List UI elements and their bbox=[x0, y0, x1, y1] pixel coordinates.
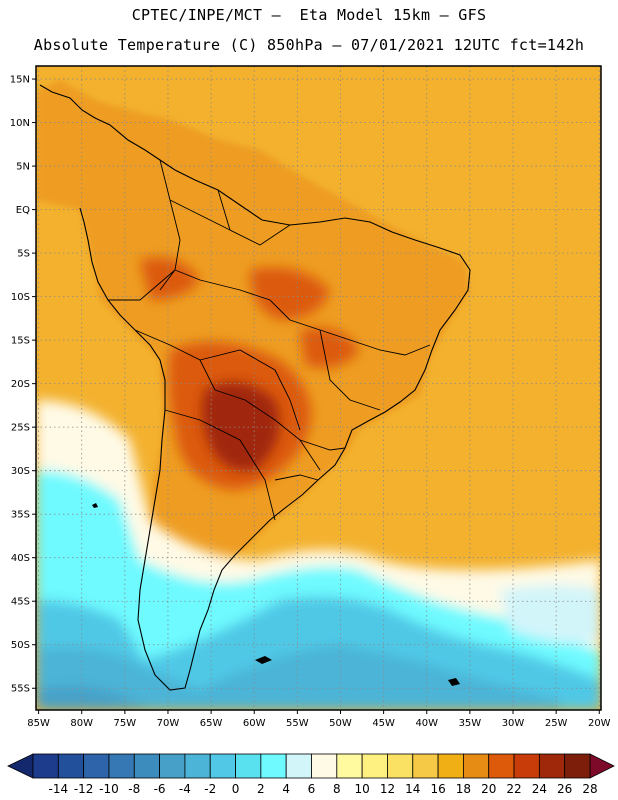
colorbar-swatch bbox=[513, 753, 540, 779]
lat-tick-label: 55S bbox=[11, 684, 30, 695]
colorbar-swatch bbox=[564, 753, 591, 779]
map-frame bbox=[35, 65, 602, 711]
lon-tick-label: 75W bbox=[114, 718, 137, 729]
colorbar-swatch bbox=[260, 753, 287, 779]
lat-tick-label: 20S bbox=[11, 379, 30, 390]
colorbar-left-arrow bbox=[7, 753, 34, 779]
colorbar-label: 20 bbox=[481, 782, 496, 796]
lat-tick-label: 40S bbox=[11, 553, 30, 564]
colorbar-label: 28 bbox=[582, 782, 597, 796]
lon-tick-label: 65W bbox=[200, 718, 223, 729]
coastline bbox=[39, 84, 471, 691]
temperature-field bbox=[36, 66, 601, 710]
colorbar-label: 16 bbox=[430, 782, 445, 796]
colorbar-swatch bbox=[57, 753, 85, 779]
colorbar-label: 12 bbox=[380, 782, 395, 796]
lon-tick-label: 70W bbox=[157, 718, 180, 729]
colorbar-swatch bbox=[159, 753, 186, 779]
lon-tick-label: 50W bbox=[329, 718, 352, 729]
colorbar-label: -10 bbox=[99, 782, 119, 796]
latitude-axis: 15N 10N 5N EQ 5S 10S 15S 20S 25S 30S 35S 40S 45S 50S 5… bbox=[10, 75, 36, 695]
lon-tick-label: 85W bbox=[27, 718, 50, 729]
lat-tick-label: 50S bbox=[11, 640, 30, 651]
colorbar-swatch bbox=[387, 753, 414, 779]
colorbar-swatch bbox=[32, 753, 59, 779]
colorbar-swatch bbox=[83, 753, 110, 779]
lon-tick-label: 30W bbox=[502, 718, 525, 729]
colorbar-label: -4 bbox=[179, 782, 191, 796]
islands bbox=[92, 503, 460, 686]
colorbar-label: -2 bbox=[204, 782, 216, 796]
colorbar-legend: -14 -12 -10 -8 -6 -4 -2 0 2 4 6 8 10 12 14 16 18 20 22 24 26… bbox=[7, 753, 615, 796]
lat-tick-label: 45S bbox=[11, 597, 30, 608]
lon-tick-label: 40W bbox=[415, 718, 438, 729]
lon-tick-label: 45W bbox=[372, 718, 395, 729]
chart-title-line-1: CPTEC/INPE/MCT – Eta Model 15km – GFS bbox=[131, 6, 487, 24]
lat-tick-label: EQ bbox=[16, 205, 30, 216]
colorbar-label: 26 bbox=[557, 782, 572, 796]
graticule bbox=[36, 66, 601, 710]
colorbar-swatch bbox=[538, 753, 566, 779]
colorbar-swatch bbox=[285, 753, 312, 779]
colorbar-swatch bbox=[463, 753, 490, 779]
colorbar-label: -14 bbox=[49, 782, 69, 796]
country-borders bbox=[108, 159, 431, 521]
colorbar-label: 0 bbox=[232, 782, 240, 796]
colorbar-label: 22 bbox=[506, 782, 521, 796]
longitude-axis: 85W 80W 75W 70W 65W 60W 55W 50W 45W 40W 35W 30W 25W 2… bbox=[27, 710, 611, 729]
lon-tick-label: 60W bbox=[243, 718, 266, 729]
colorbar-swatch bbox=[336, 753, 363, 779]
lat-tick-label: 25S bbox=[11, 423, 30, 434]
colorbar-swatch bbox=[412, 753, 439, 779]
colorbar-label: 14 bbox=[405, 782, 420, 796]
colorbar-swatch bbox=[108, 753, 135, 779]
colorbar-swatch bbox=[311, 753, 338, 779]
colorbar-swatch bbox=[488, 753, 515, 779]
lat-tick-label: 10S bbox=[11, 292, 30, 303]
colorbar-swatch bbox=[235, 753, 262, 779]
lat-tick-label: 15N bbox=[10, 75, 30, 86]
hot-temperature-core bbox=[202, 382, 280, 471]
colorbar-swatch bbox=[361, 753, 388, 779]
colorbar-label: -6 bbox=[154, 782, 166, 796]
lat-tick-label: 5N bbox=[16, 162, 30, 173]
lon-tick-label: 20W bbox=[588, 718, 611, 729]
lon-tick-label: 35W bbox=[459, 718, 482, 729]
lon-tick-label: 25W bbox=[545, 718, 568, 729]
lat-tick-label: 10N bbox=[10, 118, 30, 129]
colorbar-label: 24 bbox=[532, 782, 547, 796]
colorbar-swatch bbox=[184, 753, 211, 779]
chart-title-line-2: Absolute Temperature (C) 850hPa – 07/01/… bbox=[33, 36, 585, 54]
colorbar-swatch bbox=[209, 753, 236, 779]
lon-tick-label: 55W bbox=[286, 718, 309, 729]
lat-tick-label: 5S bbox=[17, 249, 30, 260]
lat-tick-label: 15S bbox=[11, 336, 30, 347]
colorbar-right-arrow bbox=[589, 753, 615, 779]
lat-tick-label: 30S bbox=[11, 466, 30, 477]
cold-temperature-bands bbox=[36, 400, 601, 710]
colorbar-label: 8 bbox=[333, 782, 341, 796]
colorbar-label: 18 bbox=[456, 782, 471, 796]
colorbar-swatch bbox=[437, 753, 464, 779]
colorbar-label: 4 bbox=[282, 782, 290, 796]
colorbar-label: 2 bbox=[257, 782, 265, 796]
lat-tick-label: 35S bbox=[11, 510, 30, 521]
colorbar-label: 6 bbox=[308, 782, 316, 796]
colorbar-swatch bbox=[133, 753, 160, 779]
lon-tick-label: 80W bbox=[70, 718, 93, 729]
colorbar-label: -8 bbox=[128, 782, 140, 796]
colorbar-label: -12 bbox=[74, 782, 94, 796]
colorbar-label: 10 bbox=[354, 782, 369, 796]
